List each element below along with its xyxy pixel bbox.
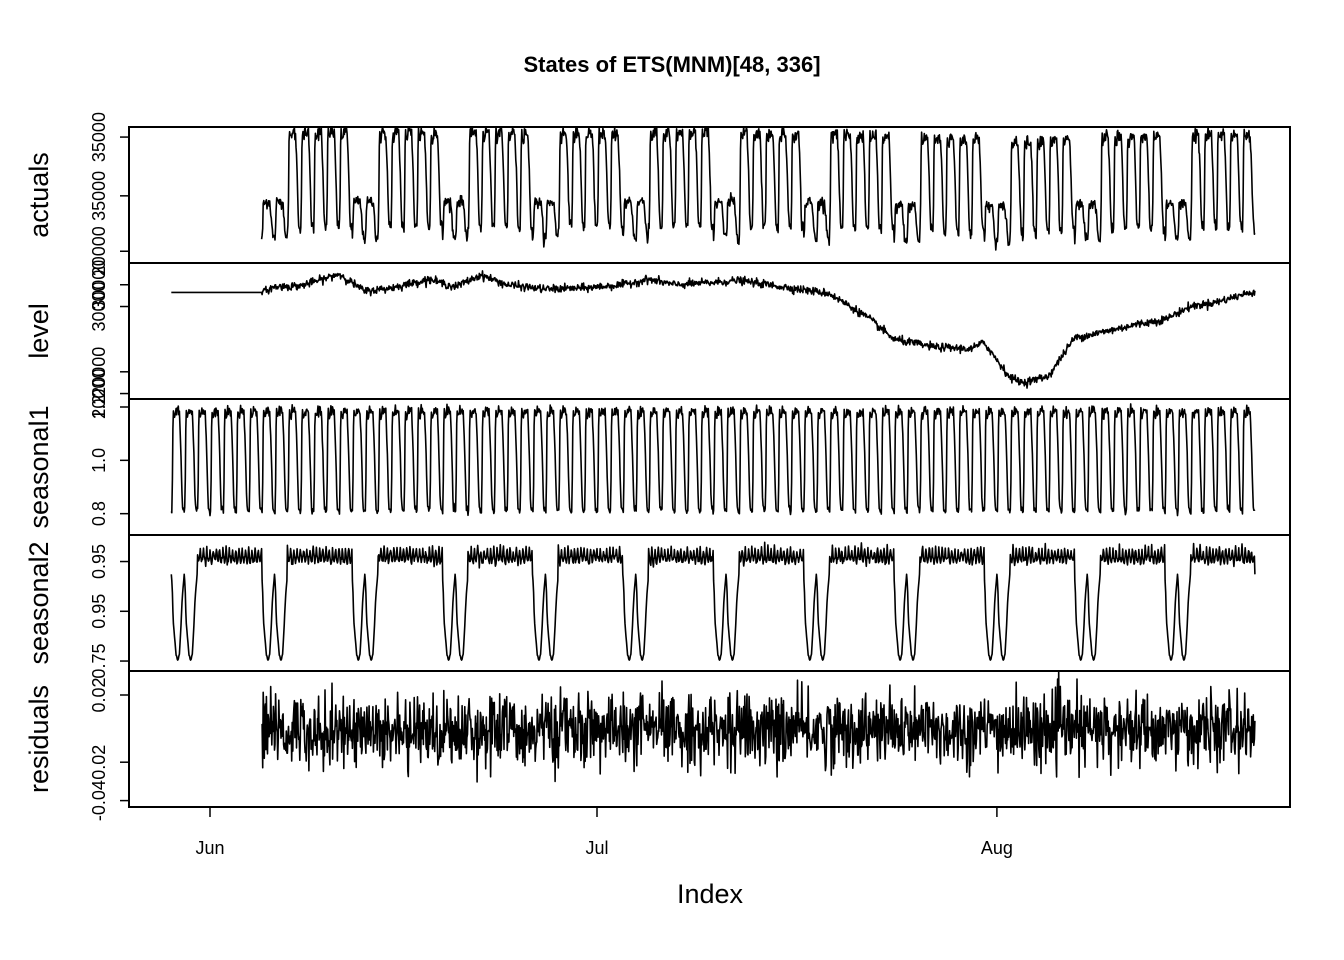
y-tick-label-residuals: 0.02	[89, 677, 109, 712]
panels-group: 200003500035000actuals200002000030000300…	[24, 112, 1291, 821]
y-tick-label-actuals: 20000	[89, 226, 109, 276]
y-tick-label-actuals: 35000	[89, 171, 109, 221]
series-line-seasonal2	[170, 541, 1256, 661]
y-axis-label-actuals: actuals	[24, 152, 54, 238]
y-tick-label-actuals: 35000	[89, 112, 109, 162]
x-tick-label: Jun	[195, 838, 224, 858]
y-axis-label-seasonal2: seasonal2	[24, 541, 54, 664]
series-line-level	[171, 270, 1256, 389]
series-line-seasonal1	[170, 403, 1256, 517]
y-tick-label-seasonal1: 1.0	[89, 448, 109, 473]
y-tick-label-level: 30000	[89, 281, 109, 331]
chart-title: States of ETS(MNM)[48, 336]	[523, 52, 820, 77]
x-tick-label: Aug	[981, 838, 1013, 858]
y-tick-label-level: 30000	[89, 260, 109, 310]
y-tick-label-level: 20000	[89, 347, 109, 397]
panel-frame-residuals	[128, 670, 1291, 808]
x-axis-label: Index	[677, 879, 744, 909]
y-tick-label-seasonal2: 0.75	[89, 644, 109, 679]
x-axis: Jun Jul Aug	[195, 807, 1013, 858]
y-tick-label-seasonal2: 0.95	[89, 594, 109, 629]
y-axis-label-seasonal1: seasonal1	[24, 405, 54, 528]
y-tick-label-seasonal2: 0.95	[89, 544, 109, 579]
panel-seasonal2: 0.75 0.95 0.95 seasonal2	[24, 534, 1291, 679]
series-line-residuals	[261, 670, 1256, 783]
x-tick-label: Jul	[585, 838, 608, 858]
y-axis-label-level: level	[24, 303, 54, 359]
y-tick-label-residuals: -0.04	[89, 780, 109, 821]
panel-actuals: 20000 35000 35000 actuals	[24, 112, 1291, 276]
y-tick-label-residuals: 0.02	[89, 745, 109, 780]
y-tick-label-seasonal1: 0.8	[89, 501, 109, 526]
y-axis-label-residuals: residuals	[24, 685, 54, 793]
series-line-actuals	[260, 126, 1256, 251]
y-tick-label-level: 20000	[89, 369, 109, 419]
y-tick-label-seasonal1: 1.2	[89, 394, 109, 419]
panel-seasonal1: 0.8 1.0 1.2 seasonal1	[24, 394, 1291, 536]
